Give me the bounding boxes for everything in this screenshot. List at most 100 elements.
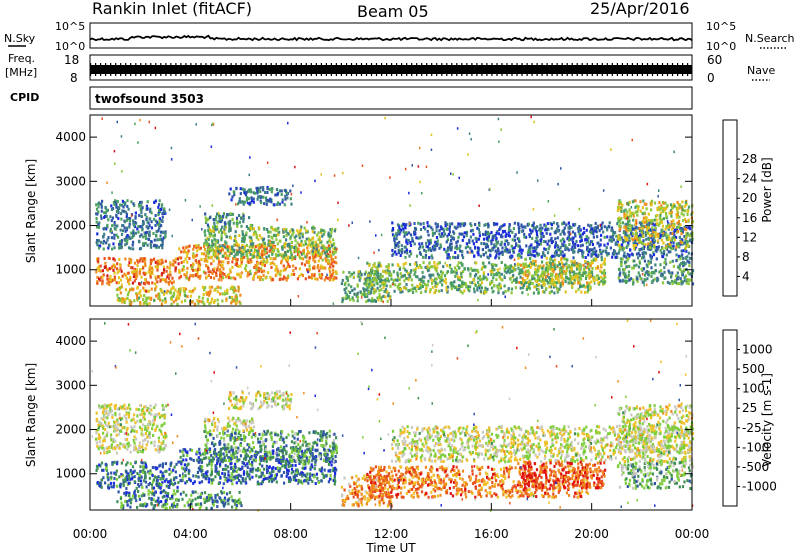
range-gate-cell [415, 289, 418, 293]
range-gate-cell [663, 250, 666, 253]
range-gate-cell [97, 265, 100, 269]
range-gate-cell [263, 243, 266, 247]
range-gate-cell [320, 173, 322, 176]
range-gate-cell [539, 229, 542, 233]
range-gate-cell [284, 194, 287, 198]
range-gate-cell [503, 242, 506, 246]
range-gate-cell [661, 247, 664, 250]
range-gate-cell [135, 293, 138, 297]
range-gate-cell [263, 227, 266, 231]
range-gate-cell [448, 227, 451, 231]
range-gate-cell [123, 272, 126, 276]
range-gate-cell [384, 278, 387, 282]
range-gate-cell [651, 244, 654, 248]
range-gate-cell [158, 259, 161, 263]
range-gate-cell [223, 272, 226, 276]
range-gate-cell [506, 248, 509, 252]
range-gate-cell [380, 233, 383, 237]
range-gate-cell [366, 278, 369, 282]
range-gate-cell [669, 260, 672, 264]
range-gate-cell [502, 291, 505, 295]
range-gate-cell [450, 281, 453, 285]
range-gate-cell [477, 298, 479, 302]
range-gate-cell [506, 269, 509, 273]
range-gate-cell [653, 228, 656, 232]
range-gate-cell [170, 287, 173, 291]
range-gate-cell [641, 280, 644, 284]
range-gate-cell [487, 273, 489, 276]
range-gate-cell [623, 235, 626, 239]
range-gate-cell [634, 229, 637, 233]
range-gate-cell [532, 259, 535, 263]
range-gate-cell [624, 214, 627, 218]
range-gate-cell [307, 270, 309, 274]
range-gate-cell [246, 256, 249, 260]
range-gate-cell [202, 270, 206, 274]
range-gate-cell [119, 203, 122, 207]
range-gate-cell [483, 242, 486, 246]
range-gate-cell [672, 231, 675, 235]
range-gate-cell [135, 271, 138, 274]
range-gate-cell [426, 264, 429, 268]
range-gate-cell [130, 260, 133, 264]
range-gate-cell [632, 244, 635, 247]
range-gate-cell [329, 240, 332, 244]
range-gate-cell [553, 258, 557, 262]
range-gate-cell [669, 250, 672, 254]
range-gate-cell [502, 224, 505, 228]
range-gate-cell [324, 257, 327, 261]
range-gate-cell [645, 202, 648, 206]
range-gate-cell [422, 280, 425, 284]
cpid-panel: CPID twofsound 3503 [10, 86, 693, 110]
range-gate-cell [222, 212, 225, 216]
range-gate-cell [146, 200, 149, 204]
range-gate-cell [563, 226, 566, 230]
range-gate-cell [498, 252, 501, 256]
range-gate-cell [320, 264, 323, 268]
range-gate-cell [300, 225, 303, 229]
range-gate-cell [646, 225, 649, 229]
range-gate-cell [161, 278, 164, 281]
range-gate-cell [582, 250, 585, 254]
range-gate-cell [419, 222, 422, 226]
range-gate-cell [641, 212, 644, 216]
freq-stripe [396, 63, 398, 76]
range-gate-cell [450, 234, 453, 238]
range-gate-cell [461, 291, 464, 295]
freq-stripe [280, 63, 282, 76]
range-gate-cell [400, 251, 403, 255]
range-gate-cell [120, 240, 123, 244]
range-gate-cell [661, 274, 664, 278]
range-gate-cell [650, 255, 653, 259]
range-gate-cell [286, 258, 289, 262]
range-gate-cell [375, 269, 378, 273]
range-gate-cell [275, 272, 278, 276]
range-gate-cell [686, 209, 690, 213]
range-gate-cell [401, 290, 404, 294]
range-gate-cell [413, 230, 417, 234]
range-gate-cell [252, 191, 255, 195]
range-gate-cell [642, 234, 645, 238]
freq-stripe [677, 63, 679, 76]
range-gate-cell [488, 261, 491, 265]
range-gate-cell [225, 215, 228, 219]
range-gate-cell [139, 208, 142, 212]
range-gate-cell [635, 219, 638, 223]
range-gate-cell [535, 280, 538, 283]
range-gate-cell [119, 245, 122, 249]
range-gate-cell [414, 262, 417, 266]
range-gate-cell [535, 283, 538, 287]
range-gate-cell [323, 278, 326, 282]
range-gate-cell [466, 250, 469, 254]
range-gate-cell [653, 243, 656, 247]
range-gate-cell [600, 279, 603, 283]
range-gate-cell [174, 298, 177, 302]
range-gate-cell [650, 236, 653, 240]
range-gate-cell [334, 256, 337, 260]
range-gate-cell [605, 226, 608, 230]
range-gate-cell [186, 295, 189, 299]
range-gate-cell [660, 230, 663, 233]
range-gate-cell [471, 228, 474, 232]
freq-stripe [105, 63, 107, 76]
range-gate-cell [578, 227, 581, 231]
